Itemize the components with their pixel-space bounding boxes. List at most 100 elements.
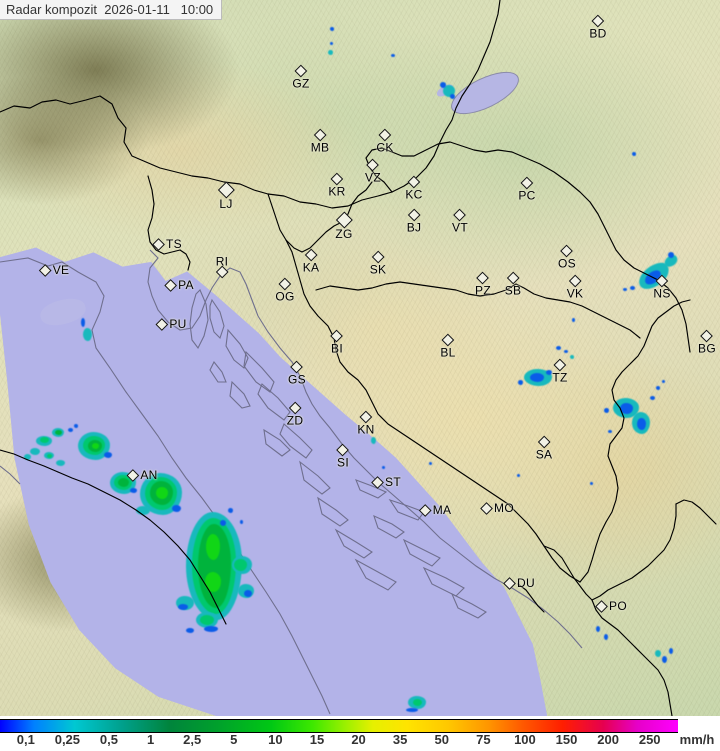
- city-label: KN: [357, 422, 375, 437]
- city-marker-vz[interactable]: VZ: [365, 158, 381, 184]
- diamond-icon: [335, 211, 353, 229]
- city-marker-tz[interactable]: TZ: [552, 358, 568, 385]
- city-marker-bd[interactable]: BD: [589, 14, 607, 41]
- city-label: BD: [589, 26, 607, 41]
- city-marker-pa[interactable]: PA: [164, 278, 194, 292]
- diamond-icon: [294, 64, 308, 78]
- diamond-icon: [217, 181, 235, 199]
- diamond-icon: [560, 244, 574, 258]
- diamond-icon: [330, 172, 344, 186]
- city-label: SA: [535, 447, 553, 462]
- city-label: TS: [166, 237, 182, 251]
- colorbar-tick-6: 10: [268, 732, 283, 747]
- city-marker-du[interactable]: DU: [503, 576, 535, 590]
- diamond-icon: [480, 501, 493, 515]
- diamond-icon: [418, 503, 432, 517]
- city-marker-vt[interactable]: VT: [452, 208, 468, 235]
- city-marker-mb[interactable]: MB: [310, 128, 330, 155]
- city-marker-mo[interactable]: MO: [480, 501, 514, 515]
- diamond-icon: [290, 360, 304, 374]
- diamond-icon: [378, 128, 392, 142]
- city-label: KA: [302, 260, 320, 275]
- city-label: RI: [215, 254, 229, 269]
- colorbar-tick-7: 15: [309, 732, 325, 747]
- diamond-icon: [164, 278, 178, 292]
- city-marker-ma[interactable]: MA: [418, 503, 452, 517]
- city-label: CK: [376, 140, 394, 155]
- city-marker-kr[interactable]: KR: [328, 172, 345, 198]
- city-marker-si[interactable]: SI: [336, 443, 350, 470]
- city-marker-vk[interactable]: VK: [567, 274, 584, 300]
- city-label: BJ: [406, 220, 422, 235]
- city-marker-ve[interactable]: VE: [38, 263, 70, 277]
- city-marker-pz[interactable]: PZ: [475, 271, 491, 297]
- city-marker-ts[interactable]: TS: [152, 237, 182, 251]
- city-marker-bi[interactable]: BI: [330, 329, 344, 356]
- city-label: LJ: [219, 197, 233, 211]
- diamond-icon: [441, 333, 455, 347]
- city-marker-st[interactable]: ST: [371, 475, 401, 489]
- city-marker-gz[interactable]: GZ: [292, 64, 310, 91]
- diamond-icon: [407, 175, 421, 189]
- city-label: BG: [698, 341, 716, 356]
- diamond-icon: [476, 271, 490, 285]
- colorbar-tick-8: 20: [351, 732, 366, 747]
- city-marker-layer: BD GZ MB CK VZ KC PC LJ KR BJ ZG VT TS RI KA SK OS VE PA OG…: [38, 14, 716, 613]
- legend-colorbar: 0,1 0,25 0,5 1 2,5 5 10 15 20 35 50 75 100 150 200 250 m…: [0, 716, 720, 751]
- city-marker-po[interactable]: PO: [595, 599, 627, 613]
- city-label: ZG: [335, 227, 353, 241]
- colorbar-tick-12: 100: [514, 732, 536, 747]
- diamond-icon: [288, 401, 302, 415]
- city-marker-ka[interactable]: KA: [302, 248, 320, 275]
- city-marker-bl[interactable]: BL: [440, 333, 456, 360]
- city-marker-pc[interactable]: PC: [518, 176, 535, 202]
- city-label: GZ: [292, 76, 310, 91]
- city-marker-sb[interactable]: SB: [505, 271, 522, 297]
- radar-map[interactable]: BD GZ MB CK VZ KC PC LJ KR BJ ZG VT TS RI KA SK OS VE PA OG…: [0, 0, 720, 716]
- diamond-icon: [313, 128, 327, 142]
- colorbar-tick-13: 150: [555, 732, 578, 747]
- city-label: PU: [169, 317, 187, 331]
- colorbar-tick-0: 0,1: [16, 732, 35, 747]
- city-marker-og[interactable]: OG: [275, 277, 294, 303]
- diamond-icon: [152, 237, 165, 251]
- city-marker-an[interactable]: AN: [126, 468, 157, 482]
- city-label: BL: [440, 345, 456, 360]
- diamond-icon: [506, 271, 520, 285]
- diamond-icon: [700, 329, 714, 343]
- city-label: PA: [178, 278, 194, 292]
- city-label: VT: [452, 220, 468, 235]
- colorbar-unit-label: mm/h: [679, 732, 715, 747]
- city-marker-ns[interactable]: NS: [653, 274, 671, 301]
- city-marker-bg[interactable]: BG: [698, 329, 716, 356]
- city-marker-os[interactable]: OS: [558, 244, 576, 270]
- city-marker-sk[interactable]: SK: [370, 250, 387, 276]
- city-marker-bj[interactable]: BJ: [406, 208, 422, 235]
- city-label: NS: [653, 286, 671, 301]
- city-marker-gs[interactable]: GS: [288, 360, 306, 386]
- city-marker-kn[interactable]: KN: [357, 410, 375, 437]
- city-label: MB: [310, 140, 330, 155]
- colorbar-tick-14: 200: [597, 732, 619, 747]
- map-title-bar: Radar kompozit 2026-01-11 10:00: [0, 0, 223, 20]
- city-marker-zd[interactable]: ZD: [287, 401, 304, 427]
- city-label: MA: [432, 503, 452, 517]
- diamond-icon: [407, 208, 421, 222]
- city-label: TZ: [552, 370, 568, 385]
- city-marker-kc[interactable]: KC: [405, 175, 422, 201]
- city-marker-zg[interactable]: ZG: [335, 211, 353, 241]
- colorbar-tick-9: 35: [392, 732, 408, 747]
- city-marker-ck[interactable]: CK: [376, 128, 394, 155]
- diamond-icon: [366, 158, 380, 172]
- city-marker-pu[interactable]: PU: [155, 317, 187, 331]
- city-marker-sa[interactable]: SA: [535, 435, 553, 462]
- colorbar-tick-11: 75: [476, 732, 491, 747]
- colorbar-tick-10: 50: [434, 732, 449, 747]
- city-marker-lj[interactable]: LJ: [217, 181, 235, 211]
- city-label: SI: [337, 455, 349, 470]
- city-marker-ri[interactable]: RI: [215, 254, 229, 279]
- colorbar-gradient: [0, 719, 678, 733]
- city-label: BI: [331, 341, 343, 356]
- colorbar-tick-1: 0,25: [54, 732, 81, 747]
